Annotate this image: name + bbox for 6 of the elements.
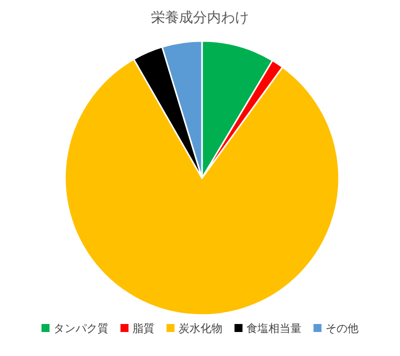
legend-label: タンパク質 <box>54 322 108 335</box>
chart-title: 栄養成分内わけ <box>151 10 249 26</box>
legend-label: 食塩相当量 <box>246 322 302 335</box>
legend-label: 炭水化物 <box>178 322 222 335</box>
legend-label: 脂質 <box>132 322 154 335</box>
legend-label: その他 <box>326 322 358 335</box>
